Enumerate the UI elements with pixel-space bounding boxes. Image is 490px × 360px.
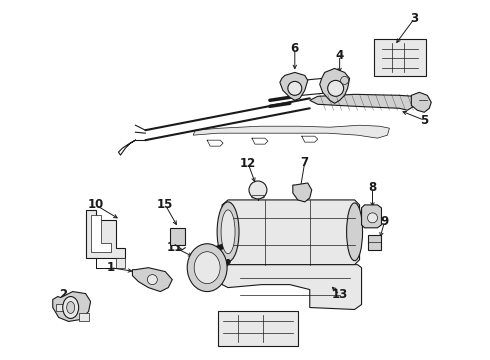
Text: 11: 11	[167, 241, 183, 254]
Polygon shape	[132, 268, 172, 292]
Text: 3: 3	[410, 12, 418, 25]
Text: 8: 8	[368, 181, 377, 194]
Ellipse shape	[187, 244, 227, 292]
Ellipse shape	[217, 202, 239, 262]
Text: 14: 14	[240, 328, 256, 341]
Polygon shape	[86, 210, 125, 258]
Polygon shape	[280, 72, 308, 100]
Circle shape	[147, 275, 157, 285]
Text: 7: 7	[301, 156, 309, 168]
Circle shape	[328, 80, 343, 96]
Polygon shape	[222, 265, 362, 310]
Polygon shape	[368, 235, 382, 250]
Ellipse shape	[67, 302, 74, 314]
Ellipse shape	[221, 210, 235, 254]
Polygon shape	[222, 200, 360, 265]
Text: 15: 15	[157, 198, 173, 211]
Polygon shape	[412, 92, 431, 112]
Polygon shape	[96, 258, 125, 268]
Polygon shape	[78, 314, 89, 321]
Text: 5: 5	[420, 114, 428, 127]
Polygon shape	[362, 205, 382, 228]
Text: 10: 10	[87, 198, 104, 211]
Polygon shape	[374, 39, 426, 76]
Polygon shape	[218, 311, 298, 346]
Polygon shape	[310, 94, 417, 110]
Text: 2: 2	[59, 288, 67, 301]
Circle shape	[249, 181, 267, 199]
Circle shape	[288, 81, 302, 95]
Polygon shape	[193, 125, 390, 138]
Text: 12: 12	[240, 157, 256, 170]
Polygon shape	[91, 215, 111, 252]
Polygon shape	[53, 292, 91, 321]
Polygon shape	[319, 68, 349, 103]
Polygon shape	[56, 303, 66, 311]
Ellipse shape	[346, 203, 363, 261]
Polygon shape	[293, 183, 312, 202]
Text: 13: 13	[332, 288, 348, 301]
Text: 1: 1	[106, 261, 115, 274]
Circle shape	[341, 76, 348, 84]
Text: 9: 9	[380, 215, 389, 228]
Text: 4: 4	[336, 49, 344, 62]
Circle shape	[368, 213, 377, 223]
Polygon shape	[171, 228, 185, 245]
Ellipse shape	[194, 252, 220, 284]
Text: 6: 6	[291, 42, 299, 55]
Ellipse shape	[63, 297, 78, 319]
Polygon shape	[250, 190, 266, 198]
